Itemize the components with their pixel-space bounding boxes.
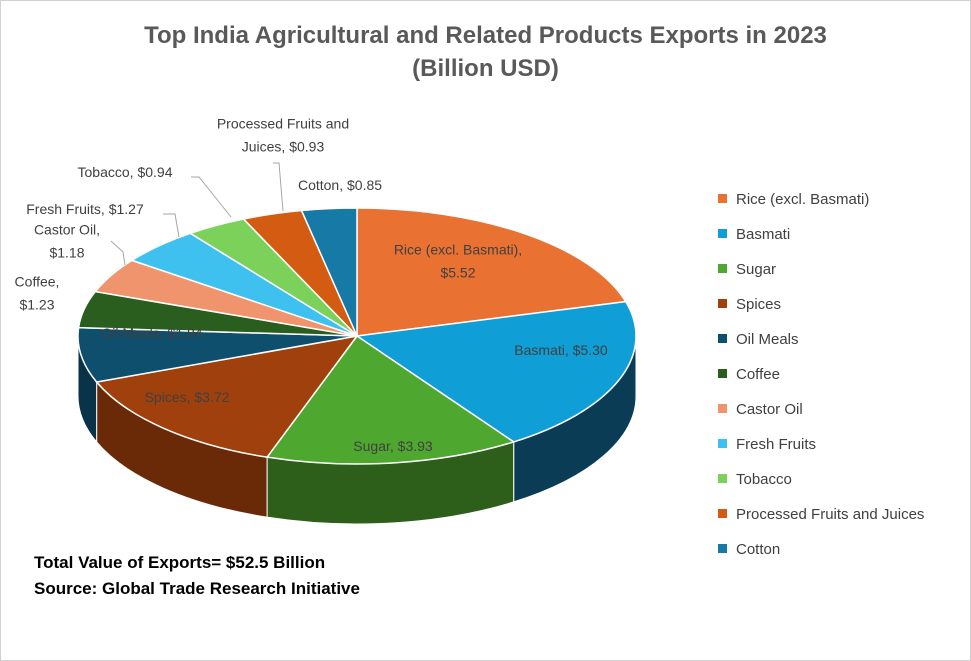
- pie-slice-rice: [356, 207, 627, 337]
- pie-slice-spices: [95, 334, 359, 458]
- legend-label-processed-fruits: Processed Fruits and Juices: [736, 506, 924, 523]
- legend-swatch-oil-meals: [718, 334, 727, 343]
- legend-swatch-cotton: [718, 544, 727, 553]
- pie-slice-oil-meals: [77, 326, 358, 383]
- chart-title-line2: (Billion USD): [412, 55, 559, 82]
- footnotes: Total Value of Exports= $52.5 Billion So…: [34, 550, 360, 602]
- legend-label-castor-oil: Castor Oil: [736, 401, 803, 418]
- legend-swatch-spices: [718, 299, 727, 308]
- data-label-oil-meals: Oil Meals, $1.84: [101, 325, 202, 341]
- data-label-spices: Spices, $3.72: [145, 389, 230, 405]
- data-label-tobacco: Tobacco, $0.94: [78, 164, 173, 180]
- legend-swatch-tobacco: [718, 474, 727, 483]
- leader-line-fresh-fruits: [163, 213, 180, 238]
- legend-label-rice: Rice (excl. Basmati): [736, 191, 869, 208]
- legend-swatch-rice: [718, 194, 727, 203]
- legend-label-cotton: Cotton: [736, 541, 780, 558]
- data-label-castor-oil: Castor Oil, $1.18: [34, 222, 100, 261]
- data-label-processed-fruits: Processed Fruits and Juices, $0.93: [217, 116, 349, 155]
- legend-swatch-processed-fruits: [718, 509, 727, 518]
- pie-top: [77, 207, 637, 465]
- legend-label-coffee: Coffee: [736, 366, 780, 383]
- data-label-fresh-fruits: Fresh Fruits, $1.27: [26, 201, 144, 217]
- legend-label-tobacco: Tobacco: [736, 471, 792, 488]
- chart-title: Top India Agricultural and Related Produ…: [1, 19, 970, 85]
- legend-swatch-basmati: [718, 229, 727, 238]
- pie-side-walls: [77, 335, 637, 525]
- pie-slice-basmati: [354, 300, 637, 443]
- legend-label-basmati: Basmati: [736, 226, 790, 243]
- legend-swatch-fresh-fruits: [718, 439, 727, 448]
- legend-swatch-castor-oil: [718, 404, 727, 413]
- pie-slice-cotton: [300, 207, 358, 337]
- total-value-note: Total Value of Exports= $52.5 Billion: [34, 553, 326, 572]
- legend-label-fresh-fruits: Fresh Fruits: [736, 436, 816, 453]
- chart-title-line1: Top India Agricultural and Related Produ…: [144, 22, 827, 49]
- data-label-basmati: Basmati, $5.30: [514, 342, 608, 358]
- data-label-coffee: Coffee, $1.23: [15, 274, 60, 313]
- legend-label-sugar: Sugar: [736, 261, 776, 278]
- legend-swatch-coffee: [718, 369, 727, 378]
- legend-label-spices: Spices: [736, 296, 781, 313]
- leader-line-tobacco: [191, 176, 232, 218]
- leader-line-processed-fruits: [273, 162, 284, 212]
- legend: Rice (excl. Basmati) Basmati Sugar Spices Oi…: [718, 191, 924, 558]
- legend-label-oil-meals: Oil Meals: [736, 331, 799, 348]
- data-labels: Rice (excl. Basmati), $5.52 Basmati, $5.30…: [15, 116, 608, 455]
- pie-slice-sugar: [265, 334, 516, 465]
- leader-line-castor-oil: [110, 240, 126, 266]
- legend-swatch-sugar: [718, 264, 727, 273]
- data-label-cotton: Cotton, $0.85: [298, 177, 382, 193]
- data-label-rice: Rice (excl. Basmati), $5.52: [394, 242, 522, 281]
- source-note: Source: Global Trade Research Initiative: [34, 579, 360, 598]
- data-label-sugar: Sugar, $3.93: [353, 438, 433, 454]
